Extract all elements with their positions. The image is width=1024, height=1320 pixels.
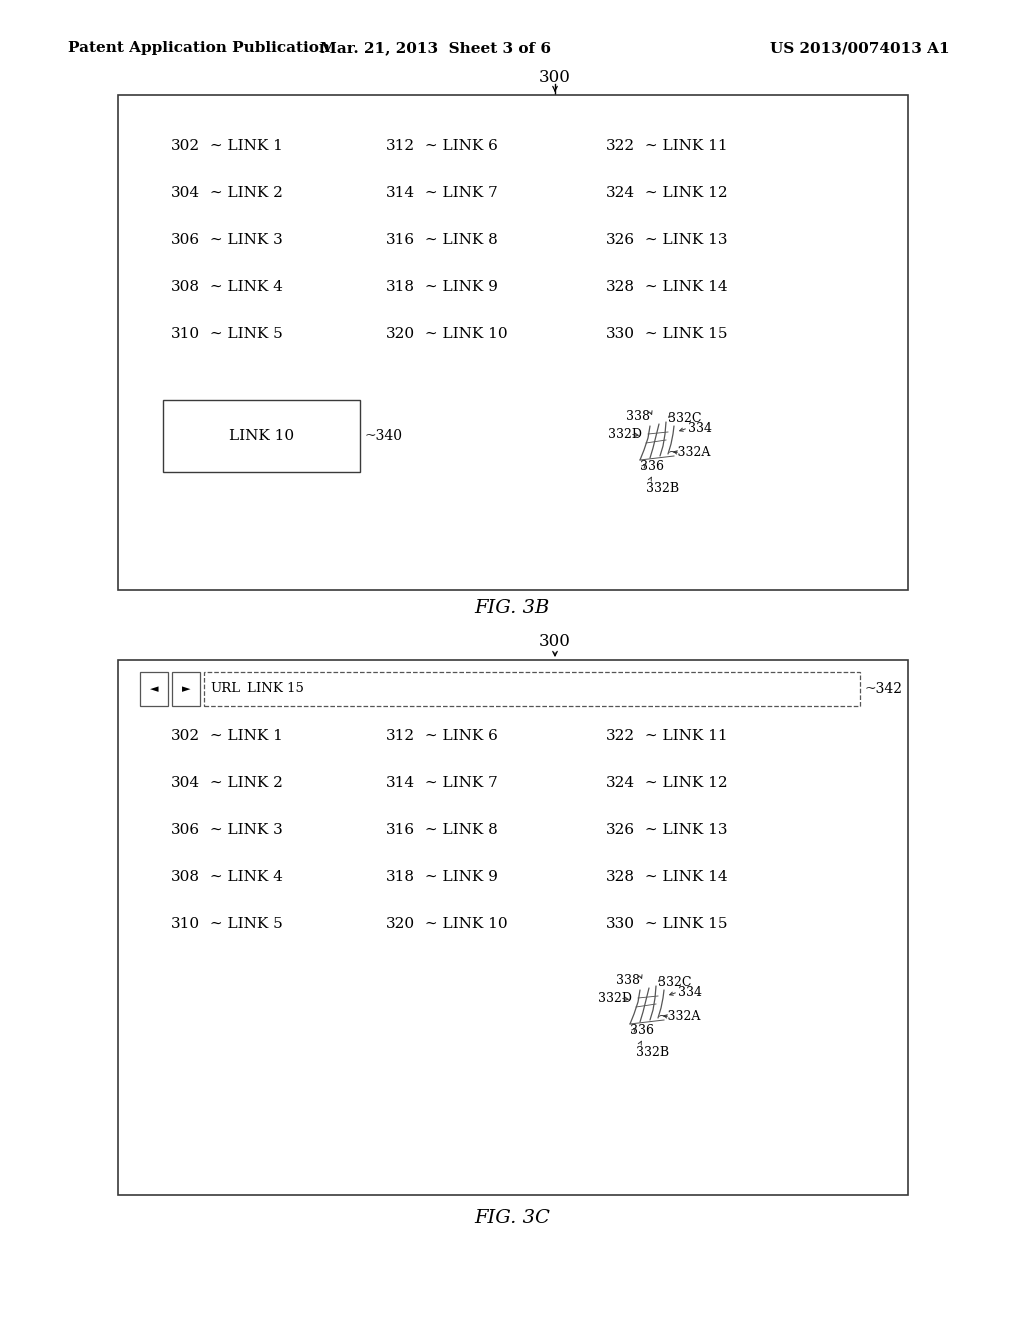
Text: 330: 330 (606, 917, 635, 931)
Text: ∼ LINK 12: ∼ LINK 12 (640, 186, 728, 201)
Text: 332C: 332C (658, 975, 691, 989)
Text: 302: 302 (171, 139, 200, 153)
Text: ∼ LINK 3: ∼ LINK 3 (205, 234, 283, 247)
Text: ∼ LINK 13: ∼ LINK 13 (640, 822, 727, 837)
Text: 314: 314 (386, 186, 415, 201)
Text: 322: 322 (606, 729, 635, 743)
Text: 320: 320 (386, 917, 415, 931)
Text: ~332A: ~332A (668, 446, 712, 459)
Text: 314: 314 (386, 776, 415, 789)
Text: LINK 10: LINK 10 (229, 429, 294, 444)
Text: 322: 322 (606, 139, 635, 153)
Text: 320: 320 (386, 327, 415, 341)
Text: FIG. 3C: FIG. 3C (474, 1209, 550, 1228)
Text: 306: 306 (171, 234, 200, 247)
Text: 328: 328 (606, 870, 635, 884)
Text: ∼ LINK 6: ∼ LINK 6 (420, 139, 498, 153)
Text: ∼ LINK 4: ∼ LINK 4 (205, 280, 283, 294)
Bar (172, 672, 200, 706)
Text: URL: URL (210, 682, 240, 696)
Text: 336: 336 (640, 459, 664, 473)
Text: ∼ LINK 15: ∼ LINK 15 (640, 917, 727, 931)
Text: 308: 308 (171, 870, 200, 884)
Text: ►: ► (181, 684, 190, 694)
Text: 332C: 332C (668, 412, 701, 425)
Text: ∼ LINK 14: ∼ LINK 14 (640, 280, 728, 294)
Text: 302: 302 (171, 729, 200, 743)
Text: ◄: ◄ (150, 684, 159, 694)
Text: 312: 312 (386, 729, 415, 743)
Text: 326: 326 (606, 234, 635, 247)
Text: 332B: 332B (646, 482, 679, 495)
Bar (140, 672, 168, 706)
Text: 300: 300 (539, 70, 571, 87)
Text: 316: 316 (386, 822, 415, 837)
Text: 338: 338 (626, 411, 650, 422)
Text: ∼ LINK 12: ∼ LINK 12 (640, 776, 728, 789)
Text: ~332A: ~332A (658, 1011, 701, 1023)
Text: 336: 336 (630, 1023, 654, 1036)
Text: ∼ LINK 10: ∼ LINK 10 (420, 327, 508, 341)
Text: 310: 310 (171, 327, 200, 341)
Text: 324: 324 (606, 776, 635, 789)
Text: ∼ LINK 2: ∼ LINK 2 (205, 776, 283, 789)
Text: 306: 306 (171, 822, 200, 837)
Text: ∼ LINK 10: ∼ LINK 10 (420, 917, 508, 931)
Text: ~340: ~340 (364, 429, 402, 444)
Text: 316: 316 (386, 234, 415, 247)
Text: ~342: ~342 (865, 682, 903, 696)
Text: 330: 330 (606, 327, 635, 341)
Text: 338: 338 (616, 974, 640, 987)
Text: 328: 328 (606, 280, 635, 294)
Text: ∼ LINK 1: ∼ LINK 1 (205, 729, 283, 743)
Text: 312: 312 (386, 139, 415, 153)
Text: 304: 304 (171, 776, 200, 789)
Text: ∼ LINK 9: ∼ LINK 9 (420, 280, 498, 294)
Text: 308: 308 (171, 280, 200, 294)
Text: ∼ LINK 4: ∼ LINK 4 (205, 870, 283, 884)
Text: ∼ LINK 11: ∼ LINK 11 (640, 139, 728, 153)
Bar (118, 95, 908, 590)
Text: 332D: 332D (598, 991, 632, 1005)
Text: 310: 310 (171, 917, 200, 931)
Text: 318: 318 (386, 870, 415, 884)
Text: 324: 324 (606, 186, 635, 201)
Text: ∼ LINK 8: ∼ LINK 8 (420, 822, 498, 837)
Text: ∼ LINK 3: ∼ LINK 3 (205, 822, 283, 837)
Text: 300: 300 (539, 632, 571, 649)
Text: ∼ LINK 7: ∼ LINK 7 (420, 776, 498, 789)
Text: US 2013/0074013 A1: US 2013/0074013 A1 (770, 41, 950, 55)
Text: ∼ LINK 7: ∼ LINK 7 (420, 186, 498, 201)
Text: 334: 334 (678, 986, 702, 998)
Bar (163, 400, 360, 473)
Text: ∼ LINK 8: ∼ LINK 8 (420, 234, 498, 247)
Text: ∼ LINK 5: ∼ LINK 5 (205, 917, 283, 931)
Text: 332D: 332D (608, 428, 642, 441)
Text: 332B: 332B (636, 1045, 669, 1059)
Text: ∼ LINK 11: ∼ LINK 11 (640, 729, 728, 743)
Text: ∼ LINK 15: ∼ LINK 15 (640, 327, 727, 341)
Bar (204, 672, 860, 706)
Text: ∼ LINK 9: ∼ LINK 9 (420, 870, 498, 884)
Text: 326: 326 (606, 822, 635, 837)
Text: ∼ LINK 1: ∼ LINK 1 (205, 139, 283, 153)
Bar (118, 660, 908, 1195)
Text: ∼ LINK 13: ∼ LINK 13 (640, 234, 727, 247)
Text: Mar. 21, 2013  Sheet 3 of 6: Mar. 21, 2013 Sheet 3 of 6 (319, 41, 551, 55)
Text: ∼ LINK 2: ∼ LINK 2 (205, 186, 283, 201)
Text: LINK 15: LINK 15 (247, 682, 304, 696)
Text: 318: 318 (386, 280, 415, 294)
Text: Patent Application Publication: Patent Application Publication (68, 41, 330, 55)
Text: FIG. 3B: FIG. 3B (474, 599, 550, 616)
Text: 304: 304 (171, 186, 200, 201)
Text: ∼ LINK 6: ∼ LINK 6 (420, 729, 498, 743)
Text: ∼ LINK 5: ∼ LINK 5 (205, 327, 283, 341)
Text: 334: 334 (688, 421, 712, 434)
Text: ∼ LINK 14: ∼ LINK 14 (640, 870, 728, 884)
